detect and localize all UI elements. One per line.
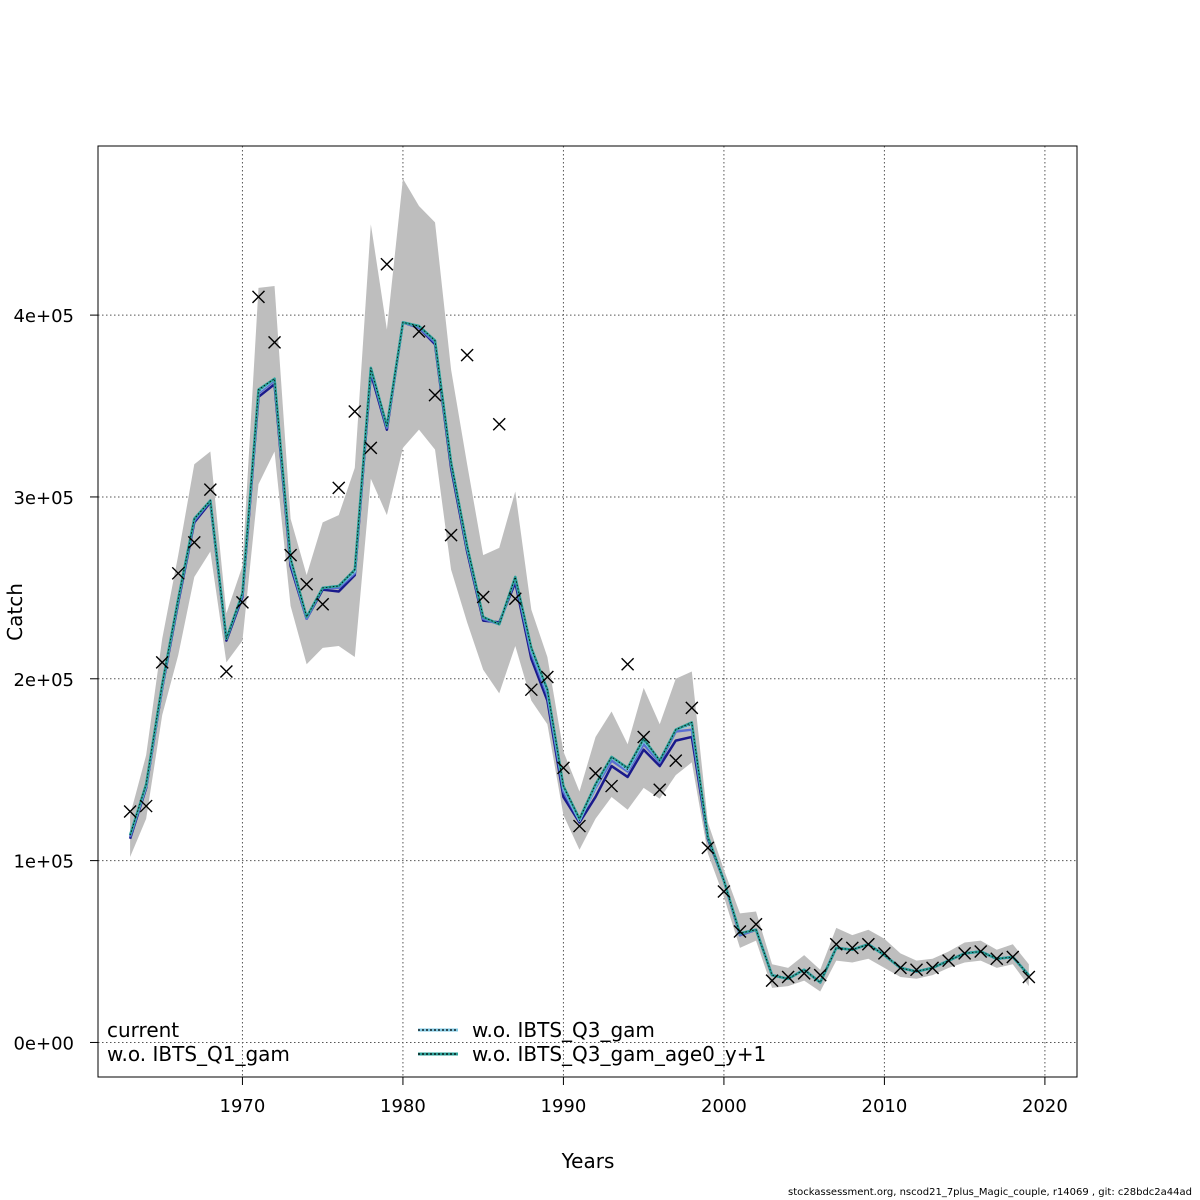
footer-credit: stockassessment.org, nscod21_7plus_Magic…: [788, 1187, 1192, 1198]
observed-point: [492, 417, 506, 431]
observed-points: [123, 257, 1036, 988]
observed-point: [589, 766, 603, 780]
observed-point: [701, 841, 715, 855]
observed-point: [187, 535, 201, 549]
observed-point: [380, 257, 394, 271]
legend-label-current: current: [107, 1018, 179, 1042]
observed-point: [733, 925, 747, 939]
observed-point: [155, 655, 169, 669]
observed-point: [797, 966, 811, 980]
legend-label-wo-ibts-q3-age0: w.o. IBTS_Q3_gam_age0_y+1: [472, 1042, 766, 1066]
observed-point: [621, 657, 635, 671]
observed-point: [123, 805, 137, 819]
x-axis-label: Years: [561, 1149, 615, 1173]
observed-point: [717, 885, 731, 899]
series-lines: [128, 321, 1030, 984]
observed-point: [524, 683, 538, 697]
plot-frame: [97, 145, 1078, 1078]
observed-point: [284, 548, 298, 562]
y-axis-label: Catch: [3, 583, 27, 641]
observed-point: [332, 481, 346, 495]
observed-point: [974, 945, 988, 959]
x-tick-label: 1980: [380, 1096, 426, 1117]
observed-point: [139, 799, 153, 813]
legend-label-wo-ibts-q3: w.o. IBTS_Q3_gam: [472, 1018, 655, 1042]
observed-point: [203, 483, 217, 497]
observed-point: [749, 917, 763, 931]
observed-point: [877, 946, 891, 960]
x-tick-label: 1970: [220, 1096, 266, 1117]
observed-point: [444, 528, 458, 542]
observed-point: [685, 701, 699, 715]
observed-point: [460, 348, 474, 362]
observed-point: [251, 290, 265, 304]
observed-point: [942, 954, 956, 968]
observed-point: [219, 665, 233, 679]
legend: current w.o. IBTS_Q1_gam w.o. IBTS_Q3_ga…: [107, 1018, 766, 1066]
observed-point: [910, 963, 924, 977]
observed-point: [781, 970, 795, 984]
observed-point: [829, 937, 843, 951]
series-line-dots-2: [129, 321, 1030, 984]
y-axis: 0e+00 1e+05 2e+05 3e+05 4e+05: [13, 306, 98, 1054]
observed-point: [364, 441, 378, 455]
observed-point: [556, 761, 570, 775]
observed-point: [669, 754, 683, 768]
observed-point: [765, 974, 779, 988]
series-line-3: [128, 321, 1030, 984]
observed-point: [572, 819, 586, 833]
observed-point: [653, 783, 667, 797]
observed-point: [990, 952, 1004, 966]
observed-point: [1022, 970, 1036, 984]
observed-point: [428, 388, 442, 402]
observed-point: [412, 324, 426, 338]
y-tick-label: 2e+05: [13, 670, 74, 691]
observed-point: [605, 779, 619, 793]
observed-point: [637, 730, 651, 744]
observed-point: [316, 597, 330, 611]
legend-label-wo-ibts-q1: w.o. IBTS_Q1_gam: [107, 1042, 290, 1066]
observed-point: [958, 946, 972, 960]
y-tick-label: 1e+05: [13, 852, 74, 873]
observed-point: [926, 961, 940, 975]
observed-point: [348, 404, 362, 418]
observed-point: [540, 670, 554, 684]
y-tick-label: 0e+00: [13, 1033, 74, 1054]
confidence-band-area: [130, 178, 1029, 992]
x-tick-label: 2000: [701, 1096, 747, 1117]
x-tick-label: 1990: [541, 1096, 587, 1117]
observed-point: [476, 590, 490, 604]
x-axis: 1970 1980 1990 2000 2010 2020: [220, 1077, 1068, 1117]
observed-point: [861, 937, 875, 951]
observed-point: [171, 566, 185, 580]
observed-point: [893, 961, 907, 975]
x-tick-label: 2020: [1022, 1096, 1068, 1117]
observed-point: [508, 592, 522, 606]
observed-point: [813, 968, 827, 982]
observed-point: [845, 941, 859, 955]
x-tick-label: 2010: [862, 1096, 908, 1117]
confidence-band: [130, 178, 1029, 992]
observed-point: [235, 595, 249, 609]
observed-point: [1006, 950, 1020, 964]
y-tick-label: 4e+05: [13, 306, 74, 327]
y-tick-label: 3e+05: [13, 488, 74, 509]
observed-point: [300, 577, 314, 591]
observed-point: [268, 335, 282, 349]
